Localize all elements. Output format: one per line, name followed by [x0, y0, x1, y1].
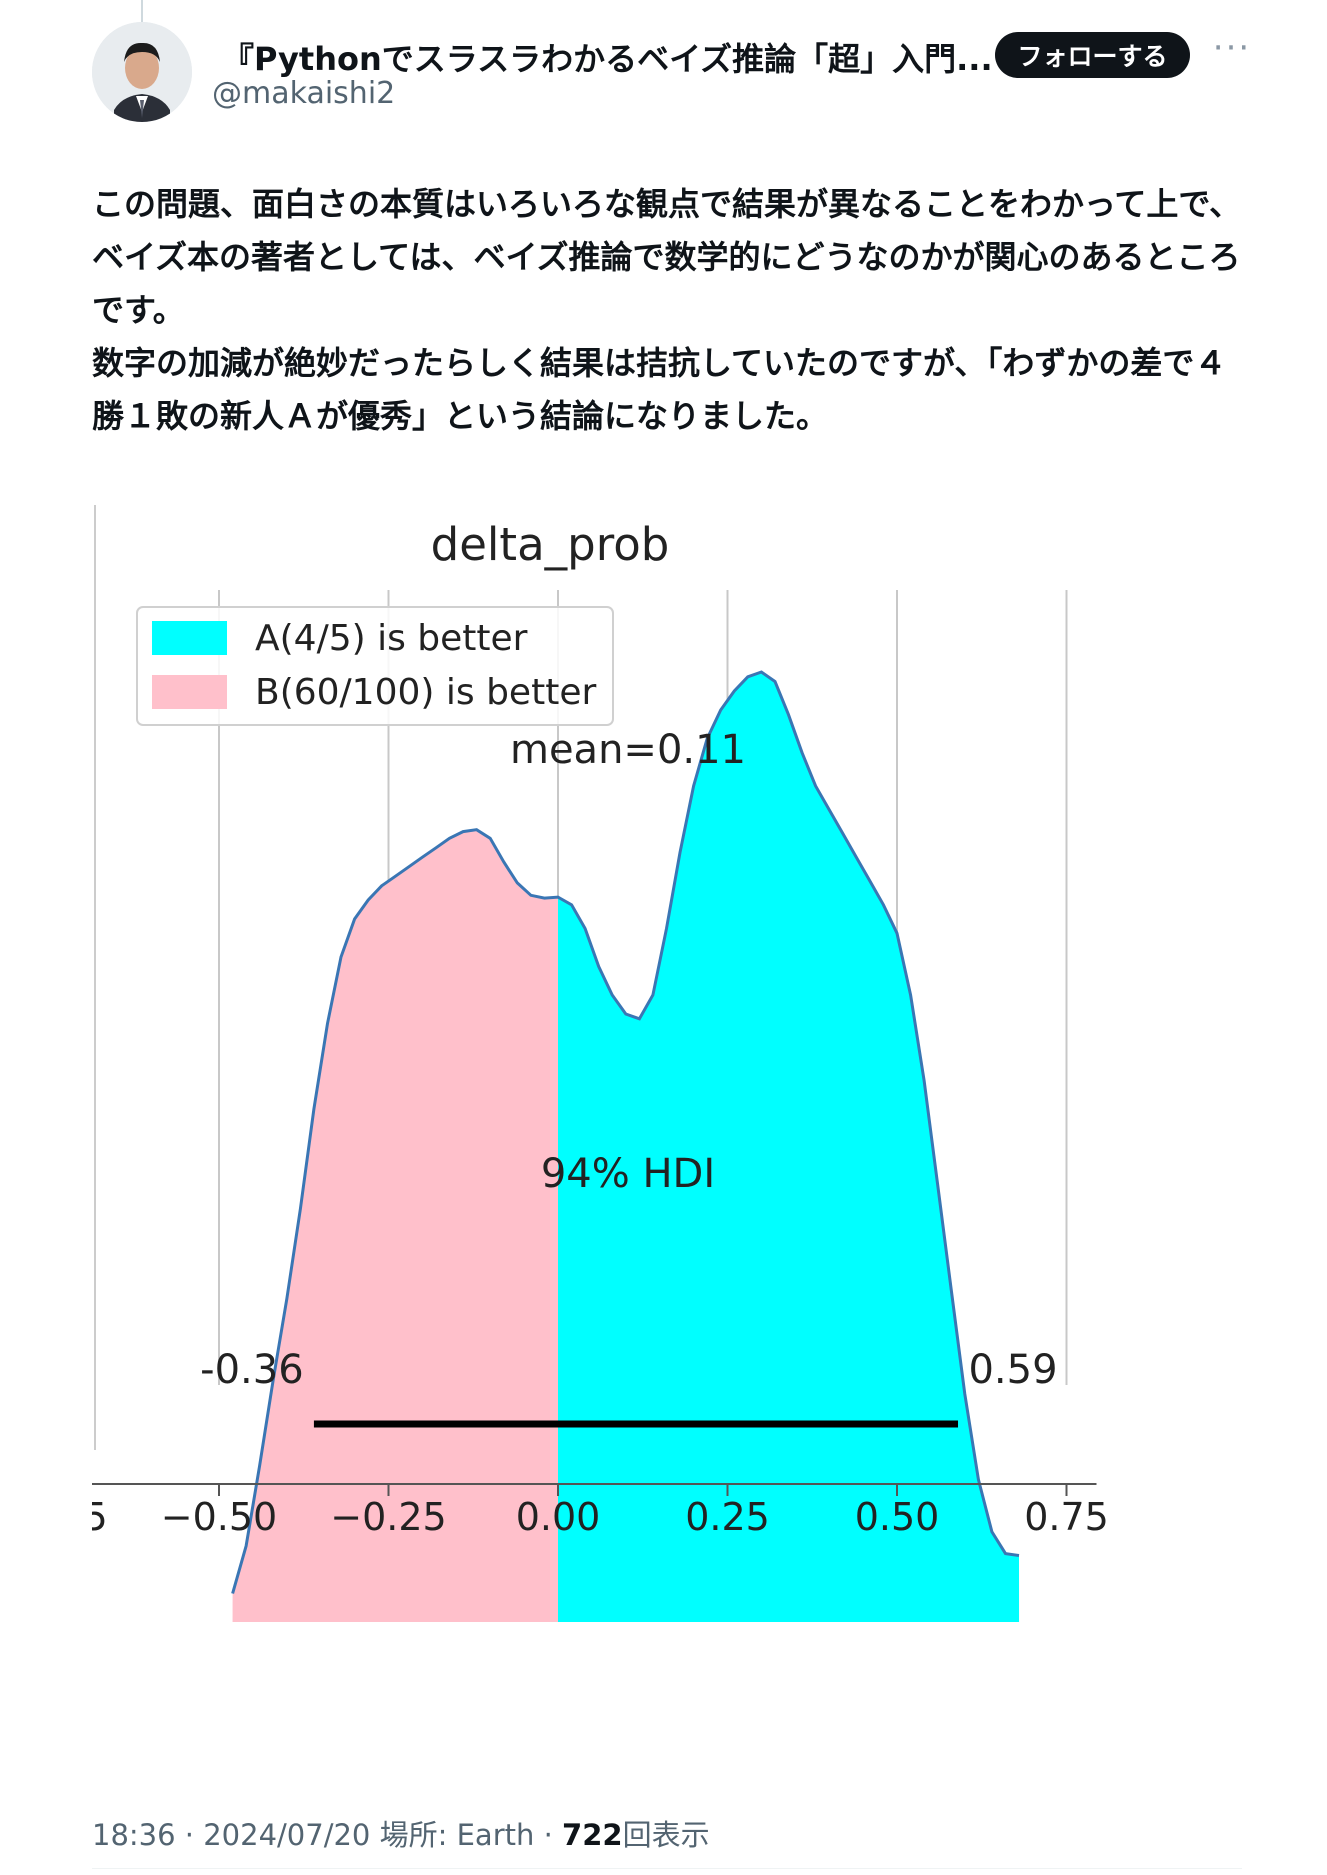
x-tick-label-0: −0.75	[92, 1495, 108, 1539]
x-tick-label-4: 0.25	[685, 1495, 770, 1539]
legend-label-b: B(60/100) is better	[255, 672, 596, 713]
tweet-text: この問題、面白さの本質はいろいろな観点で結果が異なることをわかって上で、ベイズ本…	[92, 178, 1242, 443]
author-display-name[interactable]: 『Pythonでスラスラわかるベイズ推論「超」入門...	[222, 40, 993, 78]
tweet-time[interactable]: 18:36	[92, 1818, 176, 1852]
follow-button[interactable]: フォローする	[995, 32, 1190, 78]
author-handle[interactable]: @makaishi2	[212, 76, 396, 111]
legend-box	[136, 606, 614, 726]
x-tick-label-5: 0.50	[855, 1495, 940, 1539]
x-tick-label-3: 0.00	[516, 1495, 601, 1539]
views-count: 722	[562, 1818, 623, 1852]
area-series-a	[558, 672, 1020, 1622]
attached-chart-image[interactable]: delta_prob A(4/5) is better B(60/100) is b…	[0, 505, 1242, 1755]
tweet-paragraph-2: 数字の加減が絶妙だったらしく結果は拮抗していたのですが、「わずかの差で４勝１敗の…	[92, 344, 1227, 435]
thread-connector-line	[141, 0, 143, 22]
delta-prob-chart: delta_prob A(4/5) is better B(60/100) is b…	[0, 505, 1109, 1622]
hdi-low-label: -0.36	[200, 1347, 304, 1393]
tweet-date[interactable]: 2024/07/20	[203, 1818, 371, 1852]
tweet-paragraph-1: この問題、面白さの本質はいろいろな観点で結果が異なることをわかって上で、ベイズ本…	[92, 185, 1242, 329]
x-tick-label-1: −0.50	[161, 1495, 277, 1539]
density-curve-line	[231, 670, 1020, 1594]
legend-swatch-b	[152, 675, 227, 709]
avatar-portrait-icon	[92, 22, 192, 122]
views-label: 回表示	[622, 1818, 710, 1852]
mean-label: mean=0.11	[510, 727, 746, 773]
hdi-label: 94% HDI	[541, 1151, 715, 1197]
meta-separator: ·	[184, 1818, 204, 1852]
avatar[interactable]	[92, 22, 192, 122]
hdi-high-label: 0.59	[968, 1347, 1057, 1393]
chart-title: delta_prob	[431, 518, 670, 571]
x-tick-label-2: −0.25	[330, 1495, 446, 1539]
legend-label-a: A(4/5) is better	[255, 618, 528, 659]
legend-swatch-a	[152, 621, 227, 655]
more-options-icon[interactable]: ···	[1212, 28, 1252, 68]
divider	[92, 1868, 1242, 1869]
x-tick-label-6: 0.75	[1024, 1495, 1109, 1539]
location-label: 場所: Earth	[379, 1818, 535, 1852]
author-name-row[interactable]: 『Pythonでスラスラわかるベイズ推論「超」入門...	[222, 34, 1033, 80]
tweet-metadata: 18:36 · 2024/07/20 場所: Earth · 722回表示	[92, 1812, 710, 1854]
meta-separator: ·	[543, 1818, 563, 1852]
